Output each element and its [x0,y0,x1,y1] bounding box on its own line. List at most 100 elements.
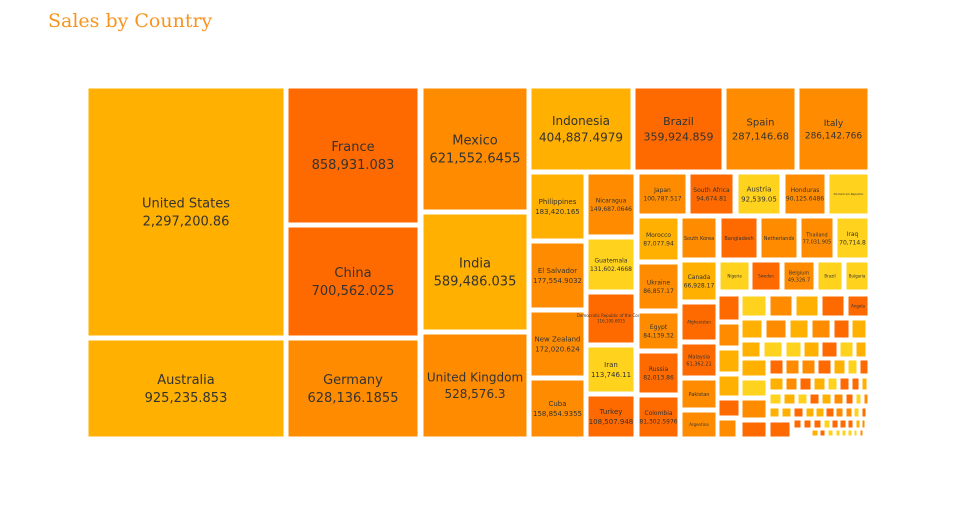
treemap-tile[interactable]: Angola [847,295,869,317]
tile-rect-small[interactable] [769,393,782,405]
tile-rect[interactable] [587,238,635,291]
tile-rect[interactable] [287,339,419,438]
tile-rect-small[interactable] [861,419,866,429]
tile-rect-small[interactable] [769,421,791,438]
tile-rect-small[interactable] [741,341,761,358]
tile-rect-small[interactable] [831,419,839,429]
tile-rect-small[interactable] [835,429,841,437]
tile-rect-small[interactable] [795,295,819,317]
tile-rect[interactable] [87,87,285,337]
treemap-tile[interactable]: Dominican Republic [828,173,869,215]
tile-rect-small[interactable] [853,407,860,418]
tile-rect-small[interactable] [845,407,853,418]
tile-rect-small[interactable] [793,419,802,429]
tile-rect-small[interactable] [827,429,834,437]
tile-rect-small[interactable] [863,393,869,405]
treemap-tile[interactable]: Bangladesh [720,217,758,259]
tile-rect[interactable] [751,261,781,291]
tile-rect[interactable] [836,217,869,259]
treemap-tile[interactable]: Sweden [751,261,781,291]
tile-rect-small[interactable] [718,349,740,373]
tile-rect[interactable] [737,173,781,215]
tile-rect-small[interactable] [821,393,832,405]
tile-rect[interactable] [638,217,679,261]
tile-rect[interactable] [638,396,679,438]
treemap-tile[interactable]: Iran 113,746.11 [587,346,635,393]
treemap-tile[interactable]: Turkey 108,507.948 [587,395,635,438]
tile-rect[interactable] [422,213,528,331]
treemap-tile[interactable]: Democratic Republic of the Congo116,100.… [577,293,646,344]
tile-rect[interactable] [800,217,834,259]
tile-rect-small[interactable] [803,341,820,358]
tile-rect-small[interactable] [741,319,763,339]
tile-rect[interactable] [720,217,758,259]
treemap-tile[interactable]: Spain 287,146.68 [725,87,796,171]
tile-rect-small[interactable] [853,429,858,437]
tile-rect[interactable] [530,311,585,377]
treemap-tile[interactable]: Netherlands [760,217,798,259]
tile-rect[interactable] [422,87,528,211]
treemap-tile[interactable]: India 589,486.035 [422,213,528,331]
tile-rect[interactable] [587,293,635,344]
tile-rect-small[interactable] [839,419,847,429]
tile-rect-small[interactable] [805,407,815,418]
tile-rect-small[interactable] [855,419,861,429]
tile-rect[interactable] [422,333,528,438]
treemap-tile[interactable]: South Korea [681,217,717,259]
tile-rect-small[interactable] [819,429,826,437]
tile-rect-small[interactable] [845,393,854,405]
tile-rect[interactable] [634,87,723,171]
tile-rect-small[interactable] [793,407,804,418]
treemap-tile[interactable]: France 858,931.083 [287,87,419,224]
tile-rect[interactable] [784,173,826,215]
tile-rect[interactable] [530,379,585,438]
tile-rect-small[interactable] [801,359,816,375]
treemap-tile[interactable]: Australia 925,235.853 [87,339,285,438]
tile-rect[interactable] [681,261,717,301]
tile-rect[interactable] [681,303,717,341]
tile-rect-small[interactable] [741,379,767,397]
tile-rect-small[interactable] [847,359,858,375]
treemap-tile[interactable]: Nicaragua 149,687.0646 [587,173,635,236]
tile-rect-small[interactable] [825,407,835,418]
tile-rect-small[interactable] [835,407,844,418]
tile-rect-small[interactable] [803,419,812,429]
tile-rect[interactable] [587,173,635,236]
treemap-tile[interactable]: Guatemala 131,602.4668 [587,238,635,291]
tile-rect-small[interactable] [833,319,850,339]
tile-rect-small[interactable] [823,419,831,429]
tile-rect[interactable] [681,411,717,438]
tile-rect-small[interactable] [809,393,820,405]
tile-rect-small[interactable] [769,407,780,418]
tile-rect-small[interactable] [741,295,767,317]
tile-rect[interactable] [681,217,717,259]
tile-rect-small[interactable] [769,359,784,375]
tile-rect-small[interactable] [785,341,802,358]
treemap-tile[interactable]: Italy 286,142.766 [798,87,869,171]
tile-rect-small[interactable] [741,399,767,419]
tile-rect[interactable] [817,261,843,291]
tile-rect[interactable] [587,395,635,438]
tile-rect[interactable] [847,295,869,317]
tile-rect[interactable] [689,173,734,215]
tile-rect-small[interactable] [859,359,869,375]
tile-rect-small[interactable] [861,377,868,391]
tile-rect-small[interactable] [841,429,847,437]
tile-rect-small[interactable] [847,419,854,429]
tile-rect-small[interactable] [789,319,809,339]
tile-rect[interactable] [530,87,632,171]
tile-rect-small[interactable] [813,377,826,391]
tile-rect[interactable] [719,261,750,291]
tile-rect[interactable] [638,312,679,350]
tile-rect-small[interactable] [839,341,854,358]
treemap-tile[interactable]: Brazil 359,924.859 [634,87,723,171]
tile-rect-small[interactable] [817,359,832,375]
tile-rect-small[interactable] [811,429,819,437]
tile-rect-small[interactable] [827,377,838,391]
tile-rect-small[interactable] [833,393,844,405]
